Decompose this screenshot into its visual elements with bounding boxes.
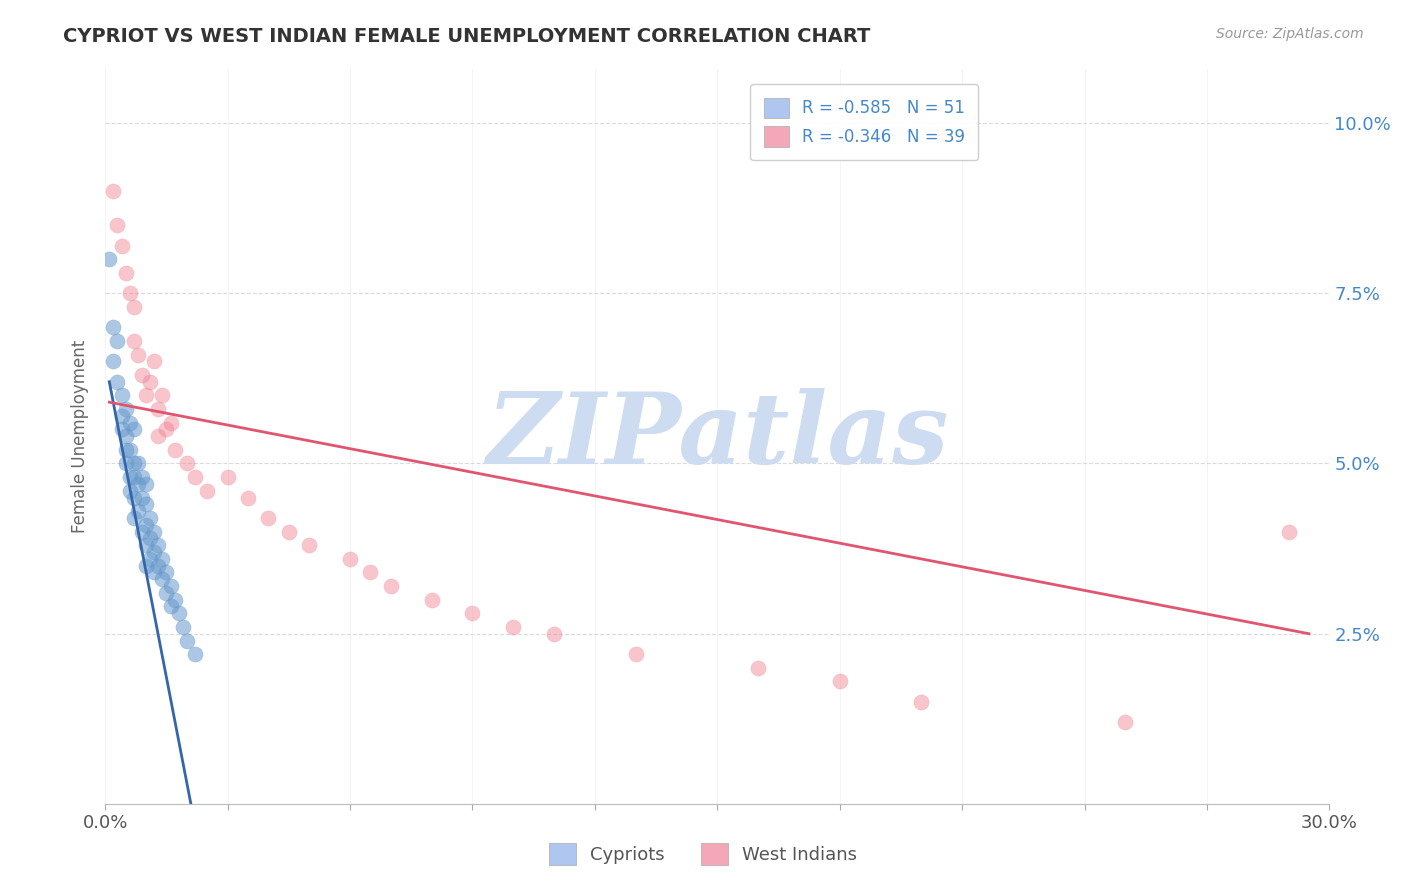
Point bbox=[135, 497, 157, 511]
Point bbox=[339, 551, 361, 566]
Point bbox=[122, 511, 145, 525]
Point bbox=[150, 551, 173, 566]
Point bbox=[163, 442, 186, 457]
Point bbox=[122, 491, 145, 505]
Point bbox=[122, 422, 145, 436]
Point bbox=[107, 334, 129, 348]
Legend: Cypriots, West Indians: Cypriots, West Indians bbox=[540, 834, 866, 874]
Point bbox=[747, 661, 769, 675]
Point bbox=[131, 491, 153, 505]
Point bbox=[143, 354, 166, 368]
Point bbox=[155, 586, 177, 600]
Point bbox=[139, 375, 162, 389]
Point bbox=[143, 524, 166, 539]
Point bbox=[159, 416, 181, 430]
Point bbox=[114, 266, 136, 280]
Point bbox=[139, 511, 162, 525]
Point bbox=[298, 538, 321, 552]
Point bbox=[159, 579, 181, 593]
Point bbox=[118, 470, 141, 484]
Point bbox=[127, 477, 149, 491]
Point bbox=[155, 422, 177, 436]
Point bbox=[277, 524, 299, 539]
Point bbox=[131, 524, 153, 539]
Point bbox=[127, 457, 149, 471]
Point bbox=[110, 388, 132, 402]
Point bbox=[150, 388, 173, 402]
Point bbox=[910, 695, 932, 709]
Point bbox=[131, 368, 153, 382]
Point bbox=[159, 599, 181, 614]
Point bbox=[118, 483, 141, 498]
Point bbox=[172, 620, 194, 634]
Point bbox=[127, 504, 149, 518]
Point bbox=[167, 607, 190, 621]
Point bbox=[236, 491, 259, 505]
Point bbox=[114, 457, 136, 471]
Point bbox=[257, 511, 280, 525]
Point bbox=[135, 538, 157, 552]
Point bbox=[1114, 715, 1136, 730]
Point bbox=[420, 592, 443, 607]
Point bbox=[139, 532, 162, 546]
Point bbox=[107, 218, 129, 232]
Point bbox=[380, 579, 402, 593]
Point bbox=[122, 334, 145, 348]
Point bbox=[103, 184, 125, 198]
Point bbox=[148, 558, 170, 573]
Point bbox=[155, 566, 177, 580]
Point bbox=[135, 517, 157, 532]
Point bbox=[176, 633, 198, 648]
Point bbox=[122, 470, 145, 484]
Point bbox=[176, 457, 198, 471]
Point bbox=[828, 674, 851, 689]
Point bbox=[184, 470, 207, 484]
Point bbox=[118, 286, 141, 301]
Y-axis label: Female Unemployment: Female Unemployment bbox=[72, 340, 89, 533]
Point bbox=[150, 572, 173, 586]
Text: CYPRIOT VS WEST INDIAN FEMALE UNEMPLOYMENT CORRELATION CHART: CYPRIOT VS WEST INDIAN FEMALE UNEMPLOYME… bbox=[63, 27, 870, 45]
Point bbox=[163, 592, 186, 607]
Point bbox=[135, 558, 157, 573]
Point bbox=[139, 551, 162, 566]
Legend: R = -0.585   N = 51, R = -0.346   N = 39: R = -0.585 N = 51, R = -0.346 N = 39 bbox=[751, 84, 979, 160]
Point bbox=[114, 402, 136, 417]
Text: ZIPatlas: ZIPatlas bbox=[486, 388, 949, 484]
Point bbox=[110, 422, 132, 436]
Point bbox=[135, 477, 157, 491]
Point bbox=[461, 607, 484, 621]
Point bbox=[127, 347, 149, 361]
Point bbox=[122, 457, 145, 471]
Point bbox=[148, 429, 170, 443]
Point bbox=[110, 409, 132, 423]
Point bbox=[110, 238, 132, 252]
Point bbox=[543, 626, 565, 640]
Point bbox=[502, 620, 524, 634]
Point bbox=[114, 429, 136, 443]
Text: Source: ZipAtlas.com: Source: ZipAtlas.com bbox=[1216, 27, 1364, 41]
Point bbox=[148, 402, 170, 417]
Point bbox=[195, 483, 218, 498]
Point bbox=[114, 442, 136, 457]
Point bbox=[135, 388, 157, 402]
Point bbox=[148, 538, 170, 552]
Point bbox=[122, 300, 145, 314]
Point bbox=[118, 416, 141, 430]
Point bbox=[1277, 524, 1299, 539]
Point bbox=[624, 647, 647, 661]
Point bbox=[184, 647, 207, 661]
Point bbox=[359, 566, 381, 580]
Point bbox=[118, 442, 141, 457]
Point bbox=[107, 375, 129, 389]
Point bbox=[143, 566, 166, 580]
Point bbox=[217, 470, 239, 484]
Point bbox=[103, 354, 125, 368]
Point bbox=[103, 320, 125, 334]
Point bbox=[131, 470, 153, 484]
Point bbox=[98, 252, 121, 267]
Point bbox=[143, 545, 166, 559]
